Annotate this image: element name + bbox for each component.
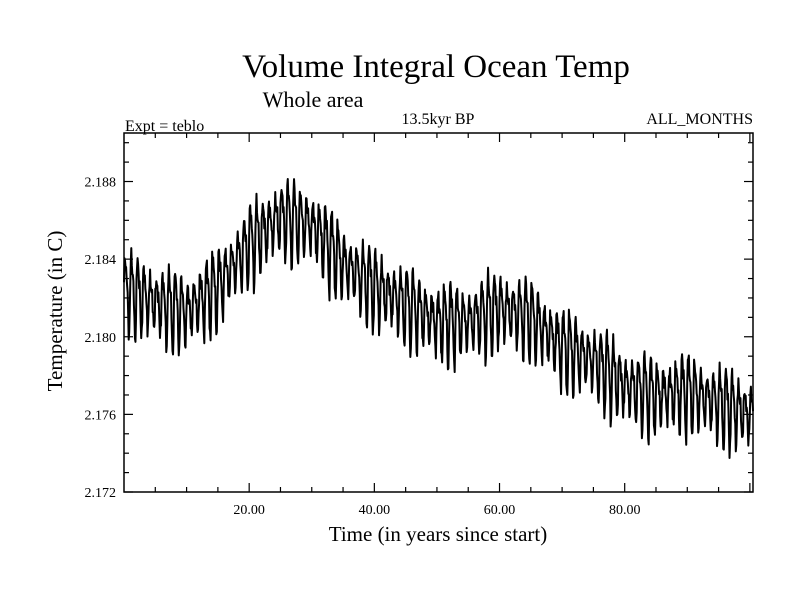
y-tick-label: 2.184	[85, 253, 117, 268]
y-axis-label: Temperature (in C)	[43, 231, 67, 392]
x-axis-label: Time (in years since start)	[329, 522, 548, 546]
x-axis-tick-labels: 20.00 40.00 60.00 80.00	[233, 503, 640, 518]
y-tick-label: 2.172	[85, 486, 117, 501]
y-axis-tick-labels: 2.172 2.176 2.180 2.184 2.188	[85, 176, 117, 501]
x-tick-label: 20.00	[233, 503, 265, 518]
temperature-series-line	[123, 177, 754, 459]
x-tick-label: 40.00	[359, 503, 391, 518]
y-tick-label: 2.176	[85, 408, 117, 423]
chart-title: Volume Integral Ocean Temp	[242, 49, 630, 85]
x-tick-label: 80.00	[609, 503, 641, 518]
plot-frame	[123, 132, 754, 493]
months-label: ALL_MONTHS	[646, 111, 753, 128]
y-tick-label: 2.180	[85, 331, 117, 346]
y-axis-ticks	[124, 142, 753, 493]
experiment-label: Expt = teblo	[125, 118, 204, 135]
x-axis-ticks	[154, 133, 751, 492]
x-tick-label: 60.00	[484, 503, 516, 518]
period-label: 13.5kyr BP	[402, 111, 475, 128]
y-tick-label: 2.188	[85, 176, 117, 191]
chart-subtitle: Whole area	[263, 87, 364, 112]
